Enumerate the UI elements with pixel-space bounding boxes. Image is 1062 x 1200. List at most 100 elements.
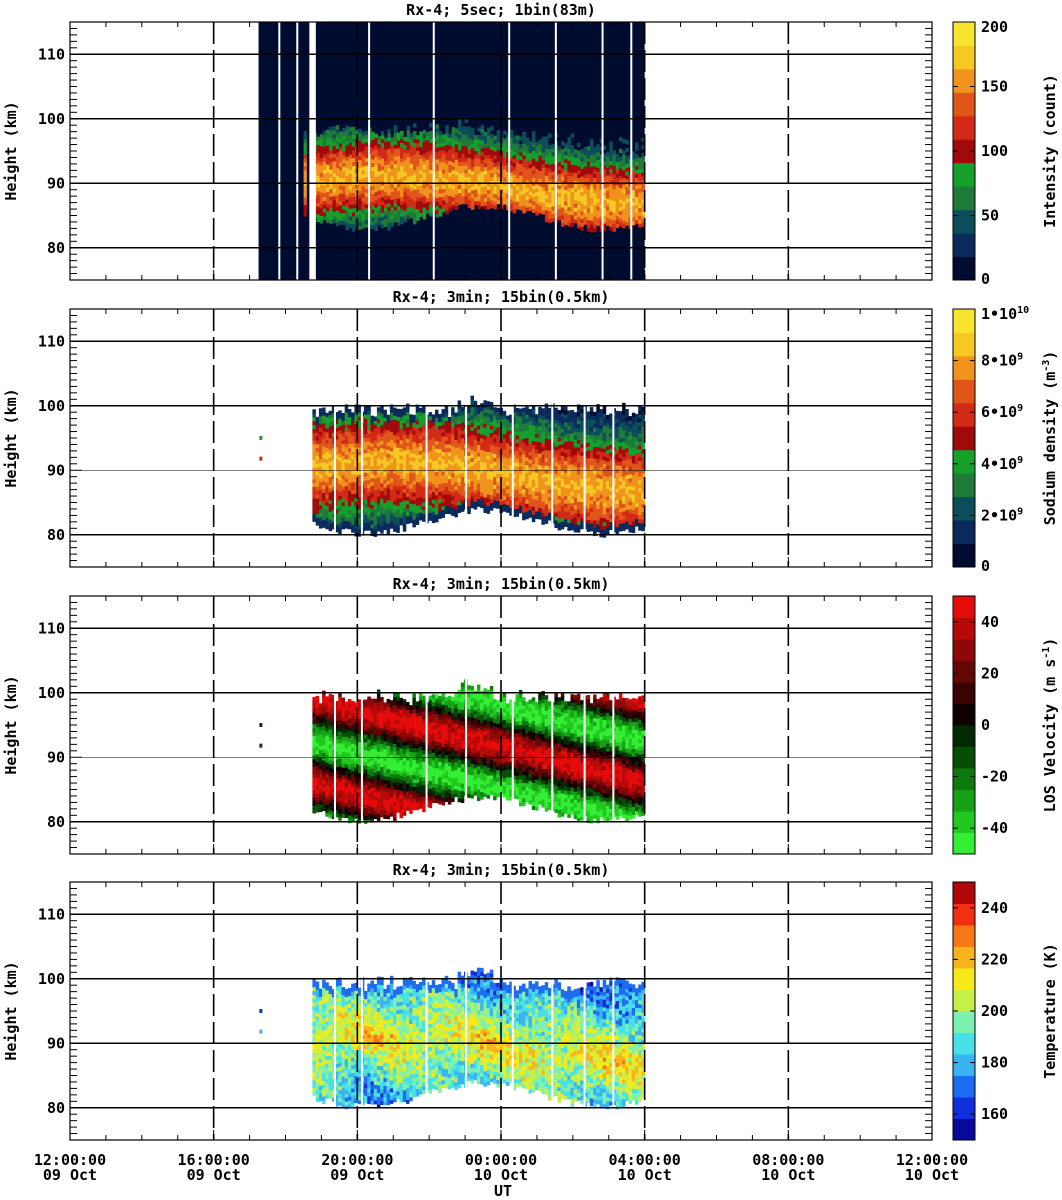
data-cell [580, 149, 584, 154]
data-cell [528, 206, 533, 211]
data-cell [409, 175, 414, 180]
data-cell [348, 154, 353, 159]
data-cell [325, 436, 329, 441]
data-cell [489, 463, 494, 469]
data-cell [367, 406, 371, 411]
data-cell [476, 433, 481, 438]
data-cell [580, 183, 584, 189]
data-cell [374, 172, 378, 177]
data-cell [347, 443, 352, 449]
data-cell [473, 431, 478, 436]
panel-2: Rx-4; 3min; 15bin(0.5km)8090100110Height… [2, 288, 1059, 575]
data-cell [564, 464, 568, 469]
data-cell [357, 509, 362, 514]
data-cell [483, 193, 488, 199]
data-cell [470, 159, 475, 164]
data-cell [480, 414, 484, 420]
data-cell [377, 140, 382, 145]
data-cell [393, 438, 397, 443]
data-cell [400, 150, 404, 155]
data-cell [451, 465, 455, 470]
data-cell [512, 419, 516, 425]
data-cell [354, 481, 358, 487]
data-cell [380, 432, 384, 437]
data-cell [338, 514, 342, 520]
data-cell [486, 428, 491, 433]
data-cell [551, 217, 555, 222]
data-cell [512, 427, 516, 432]
data-cell [548, 218, 552, 223]
data-cell [403, 179, 407, 184]
data-cell [380, 502, 384, 507]
data-cell [342, 131, 346, 136]
data-cell [519, 190, 523, 195]
data-cell [357, 505, 362, 510]
data-cell [531, 479, 536, 484]
data-cell [371, 178, 375, 183]
data-cell [373, 486, 378, 491]
data-cell [474, 185, 478, 190]
data-cell [496, 157, 501, 162]
data-cell [435, 205, 439, 210]
data-cell [386, 496, 391, 501]
data-cell [393, 411, 397, 416]
data-cell [345, 202, 349, 208]
data-cell [371, 151, 375, 156]
data-cell [415, 424, 420, 429]
data-cell [422, 474, 426, 480]
data-cell [418, 516, 423, 521]
data-cell [457, 458, 462, 463]
data-cell [380, 517, 384, 523]
data-cell [570, 425, 574, 430]
data-cell [470, 438, 474, 443]
data-cell [467, 420, 471, 426]
data-cell [583, 201, 587, 206]
data-cell [373, 432, 378, 437]
data-cell [419, 154, 423, 159]
data-cell [380, 471, 384, 476]
data-cell [438, 150, 443, 155]
data-cell [431, 503, 436, 508]
data-cell [461, 199, 465, 205]
data-cell [409, 491, 413, 497]
data-cell [367, 418, 371, 423]
data-cell [357, 455, 362, 460]
data-cell [451, 500, 455, 505]
data-cell [583, 147, 587, 152]
data-cell [615, 169, 620, 174]
data-cell [347, 455, 352, 460]
data-cell [387, 222, 391, 227]
data-cell [396, 459, 400, 464]
data-cell [580, 428, 584, 433]
data-cell [522, 500, 526, 505]
data-cell [358, 136, 362, 141]
data-cell [374, 188, 378, 193]
data-cell [483, 477, 487, 482]
data-cell [461, 184, 465, 189]
data-cell [322, 169, 327, 174]
data-cell [522, 186, 526, 191]
data-cell [422, 149, 427, 154]
data-cell [567, 460, 571, 465]
data-cell [444, 478, 449, 484]
data-cell [342, 216, 346, 222]
data-cell [367, 483, 371, 489]
data-cell [332, 184, 337, 189]
data-cell [518, 509, 523, 514]
data-cell [564, 476, 568, 481]
data-cell [493, 457, 497, 462]
data-cell [625, 198, 629, 203]
data-cell [525, 164, 530, 169]
data-cell [635, 185, 639, 190]
colorbar-swatch [953, 45, 975, 70]
colorbar-swatch [953, 209, 975, 234]
data-cell [316, 163, 320, 169]
data-cell [570, 448, 574, 453]
data-cell [590, 147, 594, 152]
data-cell [312, 517, 316, 522]
data-cell [525, 160, 530, 165]
data-cell [402, 422, 407, 428]
data-cell [606, 213, 610, 219]
data-cell [602, 165, 607, 170]
data-cell [496, 469, 500, 474]
